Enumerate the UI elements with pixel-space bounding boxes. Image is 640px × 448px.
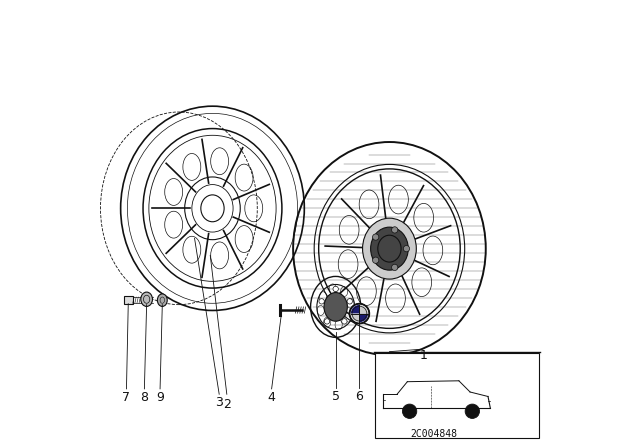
Ellipse shape — [157, 294, 167, 306]
Circle shape — [372, 234, 379, 240]
Text: 6: 6 — [355, 390, 364, 403]
Ellipse shape — [371, 227, 408, 270]
Text: 9: 9 — [156, 391, 164, 405]
Circle shape — [392, 264, 398, 271]
Circle shape — [403, 246, 410, 252]
Text: 5: 5 — [332, 390, 340, 403]
Circle shape — [324, 319, 330, 324]
Circle shape — [372, 257, 379, 263]
Ellipse shape — [362, 218, 417, 279]
Ellipse shape — [141, 292, 152, 306]
Circle shape — [342, 319, 347, 324]
Circle shape — [403, 404, 417, 418]
Bar — [124, 296, 132, 304]
Text: 1: 1 — [420, 349, 428, 362]
Bar — [374, 353, 539, 438]
Circle shape — [319, 299, 324, 304]
Circle shape — [349, 304, 369, 323]
Text: 2C004848: 2C004848 — [411, 429, 458, 439]
Wedge shape — [360, 314, 368, 322]
Circle shape — [333, 286, 339, 292]
Text: 2: 2 — [223, 398, 231, 411]
Circle shape — [465, 404, 479, 418]
Text: 8: 8 — [140, 391, 148, 405]
Circle shape — [347, 299, 353, 304]
Text: 3: 3 — [215, 396, 223, 409]
Circle shape — [392, 227, 398, 233]
Wedge shape — [360, 305, 368, 314]
Wedge shape — [351, 305, 360, 314]
Text: 7: 7 — [122, 391, 131, 405]
Ellipse shape — [324, 293, 348, 321]
Text: 4: 4 — [268, 391, 276, 405]
Wedge shape — [351, 314, 360, 322]
